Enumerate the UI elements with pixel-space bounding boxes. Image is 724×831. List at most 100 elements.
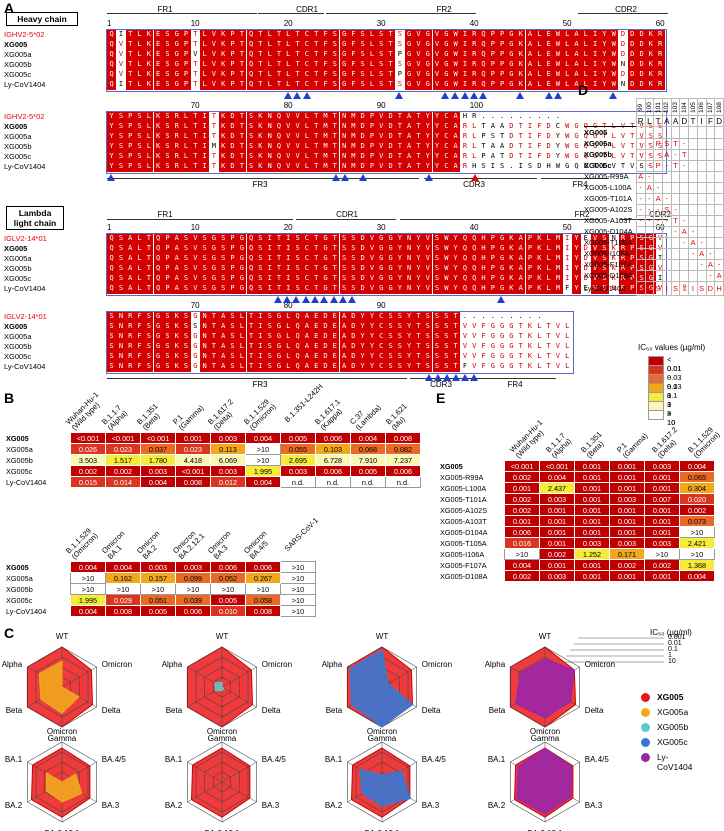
ic50-cell: 1.995 (70, 594, 106, 606)
conserved-column (293, 312, 303, 372)
position-header: 102 (662, 98, 672, 116)
ic50-cell: 0.001 (175, 432, 211, 444)
mutation-cell (644, 225, 655, 238)
contact-residue-marker (348, 296, 356, 303)
ic50-cell: 0.003 (644, 460, 680, 472)
conserved-column (404, 30, 414, 90)
legend-dot (641, 708, 650, 717)
mutation-cell (696, 192, 707, 205)
conserved-column (255, 312, 266, 372)
position-header: 103 (671, 98, 680, 116)
radar-axis-label: Omicron (367, 727, 397, 736)
mutation-cell: - (679, 236, 690, 249)
ic50-cell: 0.001 (574, 471, 610, 483)
row-label: XG005 (6, 561, 71, 573)
ic50-cell: n.d. (385, 476, 421, 488)
panel-a-letter: A (4, 0, 15, 16)
sequence-name: XG005c (4, 274, 32, 283)
ruler-number: 30 (376, 19, 386, 28)
column-header: B.1.621 (Mu) (383, 401, 409, 432)
mutation-cell: I (688, 280, 698, 296)
table-row: XG005c 0.002 0.002 0.003 <0.001 0.003 1.995 0.0… (6, 465, 421, 477)
conserved-column (293, 234, 303, 294)
mutation-cell: - (679, 214, 690, 227)
column-header: C.37 (Lambda) (347, 402, 383, 432)
ic50-cell: 0.039 (175, 594, 211, 606)
conserved-column (153, 30, 163, 90)
ic50-cell: 0.003 (280, 465, 316, 477)
ic50-cell: 0.001 (539, 504, 575, 516)
conserved-column (413, 30, 424, 90)
ic50-cell: >10 (280, 561, 316, 573)
region-line (107, 219, 293, 220)
radar-axis-label: BA.1 (325, 755, 343, 764)
ic50-cell: 0.006 (210, 561, 246, 573)
ic50-cell: 1.252 (574, 548, 610, 560)
mutation-cell (670, 269, 681, 282)
mutation-cell: - (644, 203, 655, 216)
conserved-column (544, 30, 554, 90)
legend-dot (641, 723, 650, 732)
ic50-cell: <0.001 (175, 465, 211, 477)
conserved-column (627, 30, 638, 90)
radar-axis-label: Beta (489, 706, 506, 715)
conserved-column (376, 30, 386, 90)
conserved-column (320, 112, 331, 172)
conserved-column (246, 234, 256, 294)
radar-axis-label: BA.2.12.1 (527, 829, 563, 831)
ic50-cell: <0.001 (105, 432, 141, 444)
ic50-cell: 6.069 (210, 454, 246, 466)
conserved-column (534, 234, 545, 294)
ic50-cell: 1.517 (105, 454, 141, 466)
radar-axis-label: BA.1 (488, 755, 506, 764)
column-header: SARS-CoV-1 (282, 515, 320, 553)
ic50-cell: 4.418 (175, 454, 211, 466)
ruler-number: 40 (469, 223, 479, 232)
ic50-cell: >10 (280, 572, 316, 584)
mutation-cell: H (714, 280, 724, 296)
scale-tick-label: 0.001 (668, 634, 686, 641)
ic50-cell: 0.001 (609, 526, 645, 538)
mutation-cell (635, 225, 646, 238)
conserved-column (506, 30, 517, 90)
mutation-cell (696, 269, 707, 282)
column-header: Wuhan-Hu-1 (Wild type) (63, 390, 102, 432)
region-line (296, 219, 396, 220)
table-row: XG005 <0.001 <0.001 0.001 0.001 0.003 0.004 (440, 460, 715, 472)
conserved-column (386, 30, 396, 90)
ruler-number: 70 (190, 101, 200, 110)
radar-axis-label: Omicron (422, 660, 452, 669)
conserved-column (413, 312, 424, 372)
mutation-cell (705, 192, 716, 205)
legend-label: XG005 (657, 692, 684, 702)
antibody-radar-area (515, 747, 573, 815)
row-label: XG005-A102S (440, 504, 505, 516)
row-label: XG005-F107A (440, 559, 505, 571)
mutation-cell: - (635, 203, 646, 216)
ic50-cell: 0.001 (539, 515, 575, 527)
ic50-cell: n.d. (280, 476, 316, 488)
conserved-column (162, 312, 173, 372)
ic50-cell: 0.003 (210, 465, 246, 477)
mutation-cell (696, 214, 707, 227)
row-label: Ly-CoV1404 (584, 283, 626, 293)
conserved-column (544, 234, 554, 294)
region-line (258, 13, 324, 14)
radar-axis-label: Gamma (208, 734, 237, 743)
residue-header: R (635, 115, 646, 127)
region-label: FR3 (252, 380, 268, 389)
ic50-cell: 0.004 (679, 570, 715, 582)
ic50-cell: 0.012 (210, 476, 246, 488)
conserved-column (162, 234, 173, 294)
mutation-cell (714, 159, 724, 172)
ic50-cell: 7.237 (385, 454, 421, 466)
ic50-cell: 0.058 (245, 594, 281, 606)
column-header: B.1.617.2 (Delta) (649, 425, 680, 460)
radar-axis-label: Omicron (207, 727, 237, 736)
contact-residue-marker (292, 296, 300, 303)
ic50-cell: 0.001 (574, 526, 610, 538)
table-row: XG005-T101A - - A - (584, 192, 724, 205)
conserved-column (218, 112, 228, 172)
